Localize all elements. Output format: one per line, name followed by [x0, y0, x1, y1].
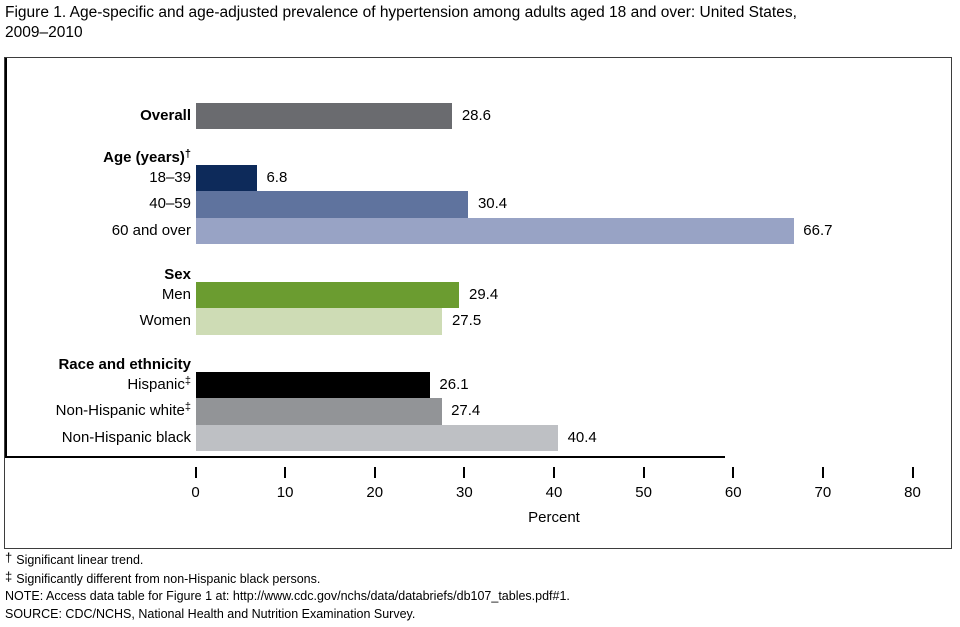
bar-overall [196, 102, 453, 129]
footnote-marker: ‡ [5, 568, 13, 584]
x-axis-line [5, 456, 725, 458]
bar-40-59 [196, 191, 469, 218]
bar-value-label: 28.6 [461, 106, 492, 124]
x-axis-tick-50 [642, 467, 645, 478]
footnote-text: Significant linear trend. [16, 553, 144, 567]
group-header-race-and-ethnicity: Race and ethnicity [58, 355, 191, 373]
footnote-line-1: † Significant linear trend. [5, 550, 570, 570]
bar-value-label: 27.4 [451, 402, 481, 419]
x-axis-tick-30 [463, 467, 466, 478]
bar-value-label: 6.8 [266, 168, 288, 186]
x-axis-tick-70 [821, 467, 824, 478]
x-axis-title: Percent [528, 509, 580, 526]
category-label-non-hispanic-white: Non-Hispanic white‡ [55, 401, 191, 419]
x-axis-tick-label-30: 30 [456, 484, 473, 501]
bar-non-hispanic-white [196, 398, 442, 425]
footnote-marker-superscript: ‡ [184, 401, 191, 413]
bar-non-hispanic-black [196, 424, 559, 451]
footnotes: † Significant linear trend. ‡ Significantly… [5, 550, 570, 624]
footnote-marker-superscript: † [184, 148, 191, 160]
y-axis-line [5, 58, 7, 456]
bar-60-and-over [196, 217, 794, 244]
category-label-18-39: 18–39 [149, 168, 191, 186]
bar-18-39 [196, 164, 257, 191]
footnote-text: NOTE: Access data table for Figure 1 at:… [5, 589, 570, 604]
category-label-overall: Overall [140, 106, 191, 124]
bar-hispanic [196, 371, 430, 398]
x-axis-tick-10 [284, 467, 287, 478]
figure-title-line2: 2009–2010 [5, 24, 83, 41]
x-axis-tick-label-0: 0 [191, 484, 200, 501]
footnote-line-2: ‡ Significantly different from non-Hispan… [5, 568, 570, 589]
x-axis-tick-label-40: 40 [545, 484, 563, 501]
footnote-line-3: NOTE: Access data table for Figure 1 at:… [5, 588, 570, 606]
figure-title-line1: Figure 1. Age-specific and age-adjusted … [5, 4, 797, 21]
x-axis-tick-20 [373, 467, 376, 478]
x-axis-tick-label-80: 80 [904, 484, 921, 501]
category-label-non-hispanic-black: Non-Hispanic black [61, 428, 191, 446]
bar-value-label: 40.4 [567, 428, 597, 446]
bar-value-label: 29.4 [468, 285, 499, 303]
x-axis-tick-label-50: 50 [635, 484, 652, 501]
footnote-line-4: SOURCE: CDC/NCHS, National Health and Nu… [5, 606, 570, 624]
bar-value-label: 30.4 [477, 195, 508, 212]
figure-title: Figure 1. Age-specific and age-adjusted … [5, 3, 950, 43]
x-axis-tick-40 [553, 467, 555, 478]
category-label-men: Men [161, 285, 191, 303]
footnote-text: SOURCE: CDC/NCHS, National Health and Nu… [5, 606, 416, 621]
group-header-age-years-: Age (years)† [103, 148, 191, 166]
bar-value-label: 26.1 [439, 375, 469, 393]
x-axis-tick-60 [732, 467, 735, 478]
x-axis-tick-label-10: 10 [276, 484, 294, 501]
footnote-text: Significantly different from non-Hispani… [16, 571, 321, 586]
x-axis-tick-label-70: 70 [814, 484, 832, 501]
bar-men [196, 281, 460, 308]
x-axis-tick-label-60: 60 [724, 484, 742, 501]
x-axis-tick-0 [194, 467, 197, 478]
plot-area: Overall 28.6 Age (years)† 18–39 6.8 40–59 30.4… [5, 58, 951, 526]
category-label-women: Women [139, 312, 191, 329]
category-label-40-59: 40–59 [149, 195, 191, 212]
bar-women [196, 308, 443, 335]
category-label-60-and-over: 60 and over [111, 221, 191, 239]
group-header-sex: Sex [164, 265, 191, 283]
footnote-marker-superscript: ‡ [184, 374, 191, 387]
chart-frame: Overall 28.6 Age (years)† 18–39 6.8 40–59 30.4… [4, 57, 952, 549]
bar-value-label: 66.7 [803, 221, 833, 239]
footnote-marker: † [5, 550, 13, 565]
x-axis-tick-label-20: 20 [366, 484, 384, 501]
category-label-hispanic: Hispanic‡ [127, 374, 191, 393]
bar-value-label: 27.5 [451, 312, 482, 329]
x-axis-tick-80 [911, 467, 914, 478]
